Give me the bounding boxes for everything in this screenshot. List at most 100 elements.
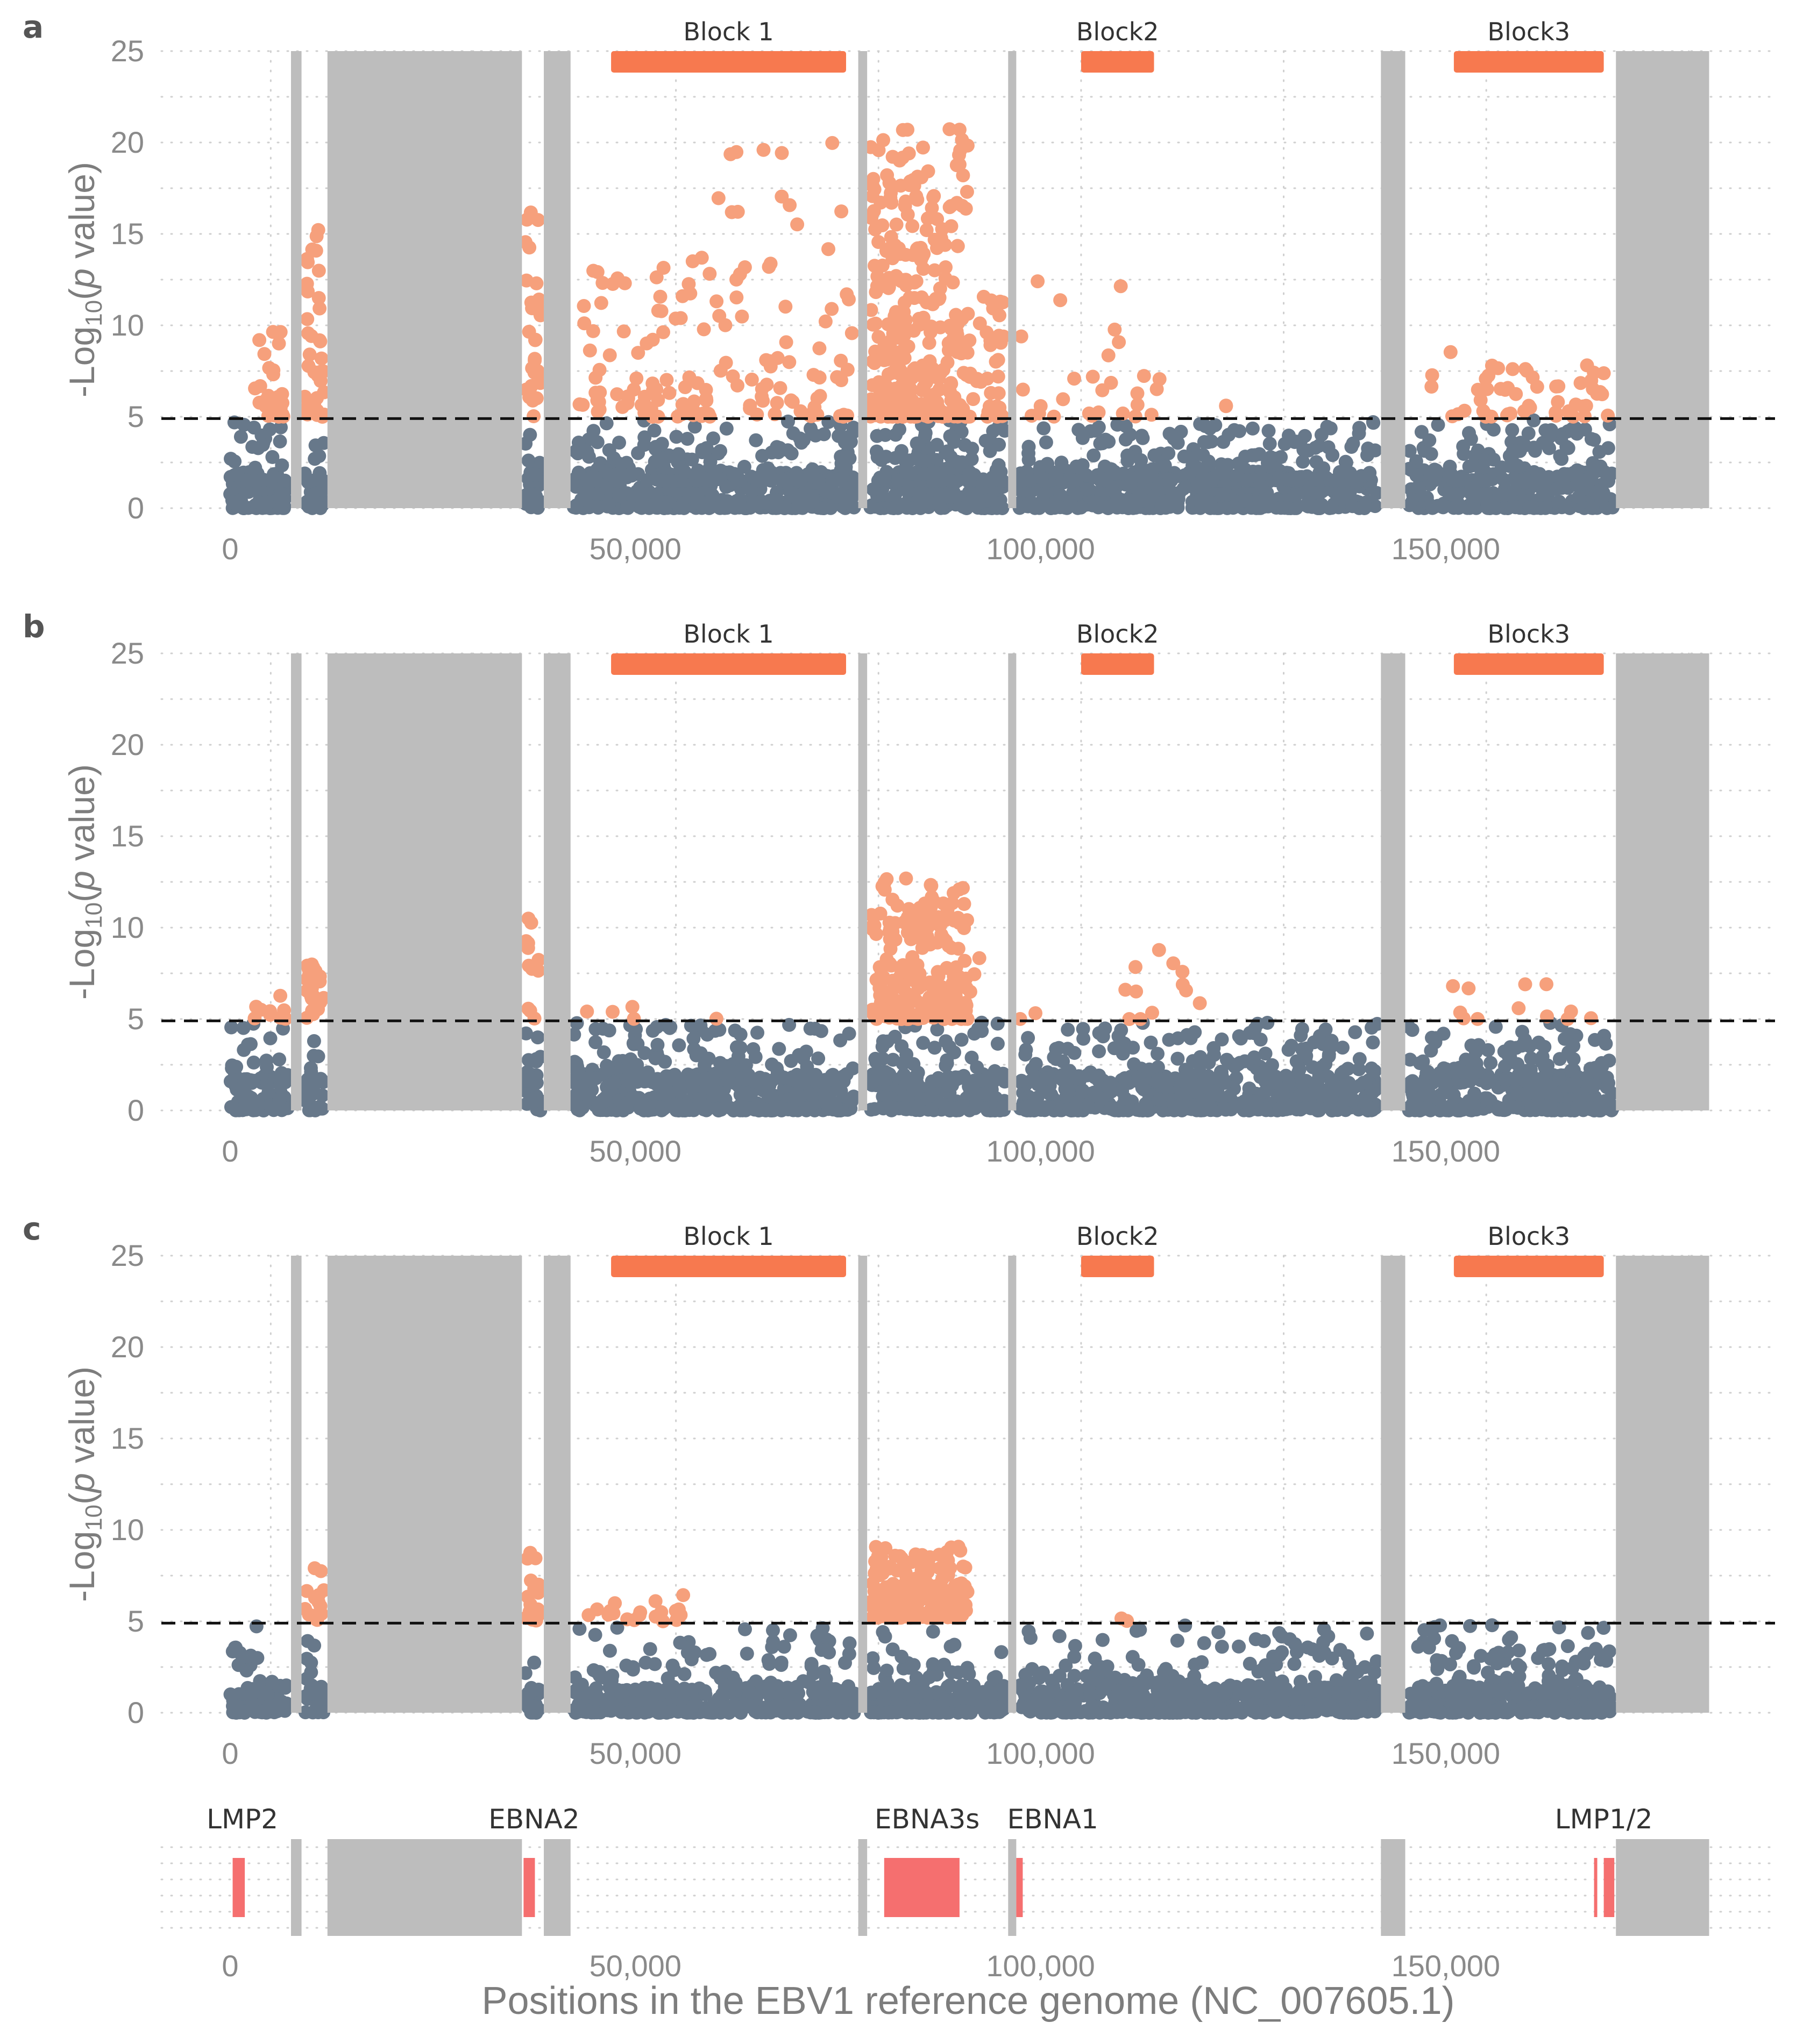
y-axis-label-italic: p xyxy=(62,1473,102,1494)
point-nonsignificant xyxy=(1190,460,1205,475)
point-significant xyxy=(580,1005,594,1019)
point-nonsignificant xyxy=(1599,1036,1613,1051)
point-nonsignificant xyxy=(588,470,602,485)
point-significant xyxy=(931,965,945,979)
point-significant xyxy=(697,322,711,337)
point-nonsignificant xyxy=(1309,472,1324,487)
point-significant xyxy=(927,263,942,277)
point-significant xyxy=(594,296,608,310)
point-nonsignificant xyxy=(697,1102,711,1116)
point-nonsignificant xyxy=(1554,452,1569,466)
point-significant xyxy=(877,396,891,411)
point-nonsignificant xyxy=(315,1088,330,1103)
point-significant xyxy=(967,967,982,981)
y-tick-label: 5 xyxy=(127,1002,144,1036)
point-significant xyxy=(1137,369,1151,383)
point-nonsignificant xyxy=(1442,469,1457,483)
block-bar xyxy=(1081,653,1154,675)
point-significant xyxy=(301,255,315,269)
point-nonsignificant xyxy=(703,500,718,515)
point-significant xyxy=(1016,382,1030,397)
point-nonsignificant xyxy=(1496,472,1510,487)
point-nonsignificant xyxy=(1537,1039,1552,1054)
point-nonsignificant xyxy=(1497,488,1512,502)
point-nonsignificant xyxy=(255,438,270,452)
point-nonsignificant xyxy=(1568,1076,1582,1090)
point-significant xyxy=(726,369,740,383)
y-tick-label: 20 xyxy=(111,728,144,761)
point-significant xyxy=(903,1007,918,1021)
point-nonsignificant xyxy=(521,453,536,468)
y-tick-label: 25 xyxy=(111,1238,144,1272)
point-nonsignificant xyxy=(875,1039,890,1054)
x-tick-label: 100,000 xyxy=(986,532,1095,566)
point-significant xyxy=(949,324,964,338)
point-nonsignificant xyxy=(1552,494,1566,509)
point-nonsignificant xyxy=(1412,1056,1427,1070)
point-significant xyxy=(894,352,908,366)
point-nonsignificant xyxy=(1425,1030,1439,1045)
point-nonsignificant xyxy=(308,452,322,466)
point-nonsignificant xyxy=(1314,428,1329,442)
point-nonsignificant xyxy=(1061,1022,1075,1037)
point-nonsignificant xyxy=(840,430,855,445)
point-significant xyxy=(529,276,544,290)
point-significant xyxy=(1112,335,1126,350)
point-significant xyxy=(885,973,900,988)
point-significant xyxy=(842,292,856,307)
point-nonsignificant xyxy=(706,1089,720,1103)
point-significant xyxy=(779,335,793,350)
point-nonsignificant xyxy=(1402,498,1417,512)
point-significant xyxy=(892,996,907,1011)
point-nonsignificant xyxy=(682,1103,697,1117)
point-nonsignificant xyxy=(805,492,820,506)
point-nonsignificant xyxy=(1311,1073,1325,1087)
point-significant xyxy=(275,387,289,401)
point-significant xyxy=(1095,383,1110,397)
point-nonsignificant xyxy=(630,1074,644,1089)
point-significant xyxy=(1219,398,1233,413)
point-nonsignificant xyxy=(1245,421,1260,436)
point-nonsignificant xyxy=(678,465,692,479)
y-axis-label-suffix: value) xyxy=(62,764,102,871)
point-nonsignificant xyxy=(965,441,979,456)
point-nonsignificant xyxy=(830,1103,845,1117)
point-nonsignificant xyxy=(1435,1101,1449,1115)
point-nonsignificant xyxy=(1152,1092,1167,1107)
point-nonsignificant xyxy=(1493,1102,1507,1117)
point-significant xyxy=(759,353,773,367)
point-significant xyxy=(1551,379,1566,394)
point-significant xyxy=(302,347,317,362)
y-tick-label: 15 xyxy=(111,819,144,853)
point-significant xyxy=(300,276,314,291)
point-nonsignificant xyxy=(781,414,795,429)
point-nonsignificant xyxy=(1194,500,1209,514)
point-significant xyxy=(834,204,849,219)
point-significant xyxy=(1506,362,1520,376)
point-nonsignificant xyxy=(1087,448,1101,462)
point-significant xyxy=(729,290,744,305)
point-nonsignificant xyxy=(978,433,993,448)
point-nonsignificant xyxy=(988,1064,1002,1078)
point-nonsignificant xyxy=(792,1048,806,1062)
point-significant xyxy=(782,355,797,369)
point-significant xyxy=(784,393,798,408)
point-nonsignificant xyxy=(1238,493,1253,508)
point-nonsignificant xyxy=(224,1020,238,1035)
point-nonsignificant xyxy=(1059,1089,1074,1104)
point-nonsignificant xyxy=(1116,1046,1130,1061)
x-tick-label: 50,000 xyxy=(590,532,682,566)
y-tick-label: 10 xyxy=(111,308,144,342)
point-nonsignificant xyxy=(1499,1071,1513,1086)
point-significant xyxy=(916,140,930,155)
x-tick-label: 0 xyxy=(222,532,238,566)
point-nonsignificant xyxy=(530,1030,545,1045)
point-significant xyxy=(885,251,900,266)
point-nonsignificant xyxy=(705,488,720,502)
point-nonsignificant xyxy=(743,1101,757,1116)
point-significant xyxy=(248,381,262,396)
point-nonsignificant xyxy=(739,1058,753,1072)
point-significant xyxy=(960,184,974,199)
point-nonsignificant xyxy=(675,498,689,513)
point-nonsignificant xyxy=(1337,1064,1351,1079)
